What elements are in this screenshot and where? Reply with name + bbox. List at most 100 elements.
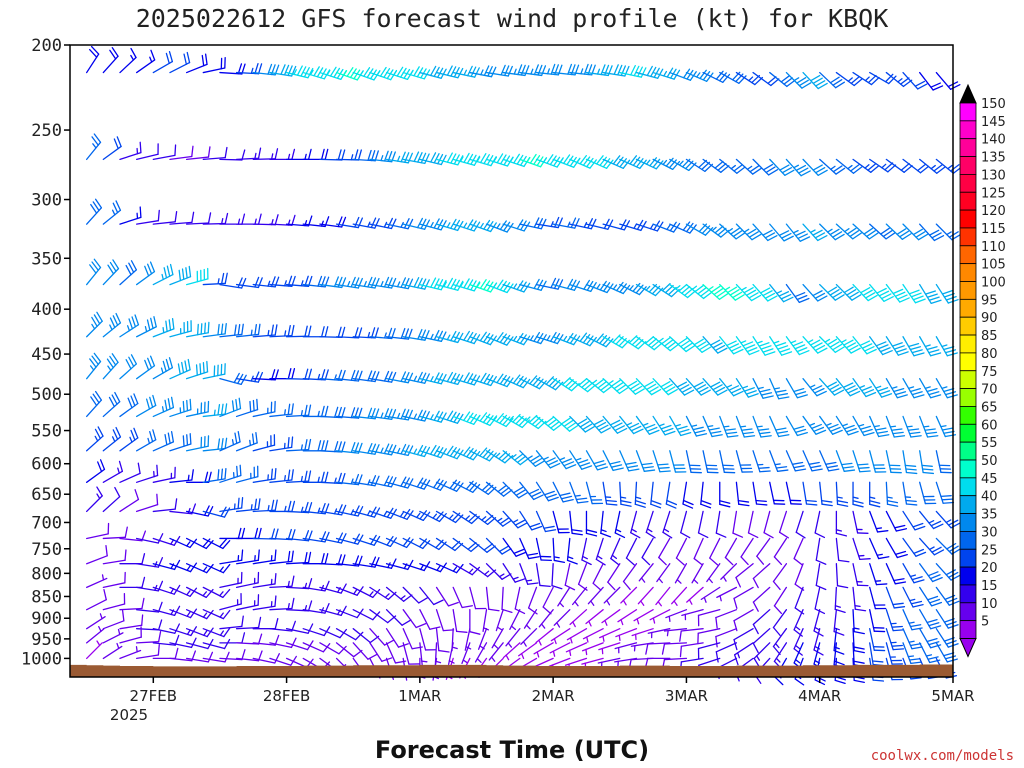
wind-barb	[152, 605, 181, 617]
barb-full	[717, 389, 728, 396]
barb-shaft	[135, 220, 160, 225]
wind-barb	[523, 609, 538, 630]
wind-barb	[607, 563, 621, 591]
barb-full	[207, 471, 212, 483]
wind-barb	[852, 481, 864, 508]
barb-full	[852, 166, 863, 174]
colorbar-label: 120	[981, 204, 1006, 219]
barb-full	[893, 435, 906, 438]
barb-full	[801, 82, 812, 89]
barb-half	[480, 69, 484, 76]
barb-full	[467, 542, 477, 550]
barb-full	[561, 377, 571, 386]
barb-full	[866, 348, 877, 355]
wind-barb	[852, 628, 865, 654]
barb-full	[535, 378, 544, 388]
wind-barb	[435, 152, 464, 166]
barb-full	[141, 576, 146, 589]
wind-barb	[885, 71, 913, 88]
barb-full	[719, 500, 731, 504]
barb-full	[682, 503, 694, 509]
wind-barb	[435, 563, 464, 574]
barb-full	[237, 431, 241, 443]
barb-full	[499, 414, 508, 424]
wind-barb	[869, 450, 887, 473]
barb-full	[946, 597, 958, 603]
barb-full	[617, 64, 623, 76]
barb-full	[370, 506, 377, 517]
barb-full	[881, 393, 893, 398]
barb-full	[546, 154, 554, 164]
wind-barb	[669, 283, 697, 299]
barb-half	[693, 578, 699, 584]
barb-full	[628, 468, 640, 472]
barb-full	[291, 324, 295, 337]
wind-barb	[419, 152, 447, 166]
barb-full	[633, 65, 640, 77]
wind-barb	[252, 653, 280, 664]
y-tick-label: 350	[31, 249, 62, 269]
barb-full	[367, 407, 373, 419]
wind-barb	[202, 563, 231, 574]
wind-barb	[502, 332, 531, 346]
barb-full	[602, 282, 611, 292]
barb-full	[814, 292, 826, 299]
barb-full	[928, 641, 940, 646]
wind-barb	[852, 71, 880, 86]
wind-barb	[285, 600, 313, 612]
barb-half	[513, 283, 518, 289]
wind-barb	[652, 378, 678, 396]
barb-full	[925, 431, 938, 435]
wind-barb	[469, 537, 496, 553]
barb-full	[798, 79, 809, 87]
barb-full	[949, 164, 960, 172]
wind-barb	[520, 628, 538, 647]
wind-barb	[519, 450, 545, 467]
barb-half	[186, 611, 191, 617]
barb-full	[150, 317, 154, 330]
wind-barb	[535, 216, 563, 229]
barb-full	[274, 148, 279, 160]
barb-full	[128, 318, 134, 330]
barb-full	[612, 334, 621, 343]
barb-full	[852, 500, 864, 504]
wind-barb	[869, 628, 886, 652]
barb-half	[572, 621, 576, 628]
wind-barb	[685, 415, 708, 437]
barb-full	[533, 64, 539, 76]
barb-full	[868, 232, 879, 240]
wind-barb	[752, 158, 779, 176]
colorbar-label: 135	[981, 151, 1006, 166]
wind-barb	[647, 628, 671, 639]
barb-half	[513, 68, 517, 75]
barb-full	[206, 627, 214, 638]
barb-full	[836, 585, 849, 589]
barb-full	[496, 332, 504, 342]
barb-full	[896, 394, 908, 399]
barb-full	[941, 427, 954, 431]
barb-full	[581, 465, 593, 470]
barb-full	[222, 588, 231, 599]
barb-full	[913, 352, 925, 357]
barb-full	[157, 533, 164, 544]
barb-full	[270, 499, 275, 512]
barb-half	[907, 386, 915, 390]
barb-full	[383, 370, 390, 382]
wind-barb	[235, 432, 258, 452]
wind-barb	[535, 154, 564, 168]
barb-full	[457, 280, 464, 291]
barb-half	[459, 281, 464, 288]
wind-barb	[535, 481, 559, 502]
barb-half	[889, 425, 897, 428]
barb-full	[528, 414, 538, 424]
barb-half	[99, 613, 103, 620]
barb-full	[759, 287, 771, 294]
barb-full	[592, 582, 602, 591]
barb-full	[543, 490, 555, 496]
wind-barb	[869, 223, 896, 240]
barb-full	[223, 627, 231, 638]
wind-barb	[869, 537, 890, 560]
wind-barb	[202, 609, 231, 620]
barb-full	[899, 230, 910, 238]
barb-full	[506, 222, 514, 233]
